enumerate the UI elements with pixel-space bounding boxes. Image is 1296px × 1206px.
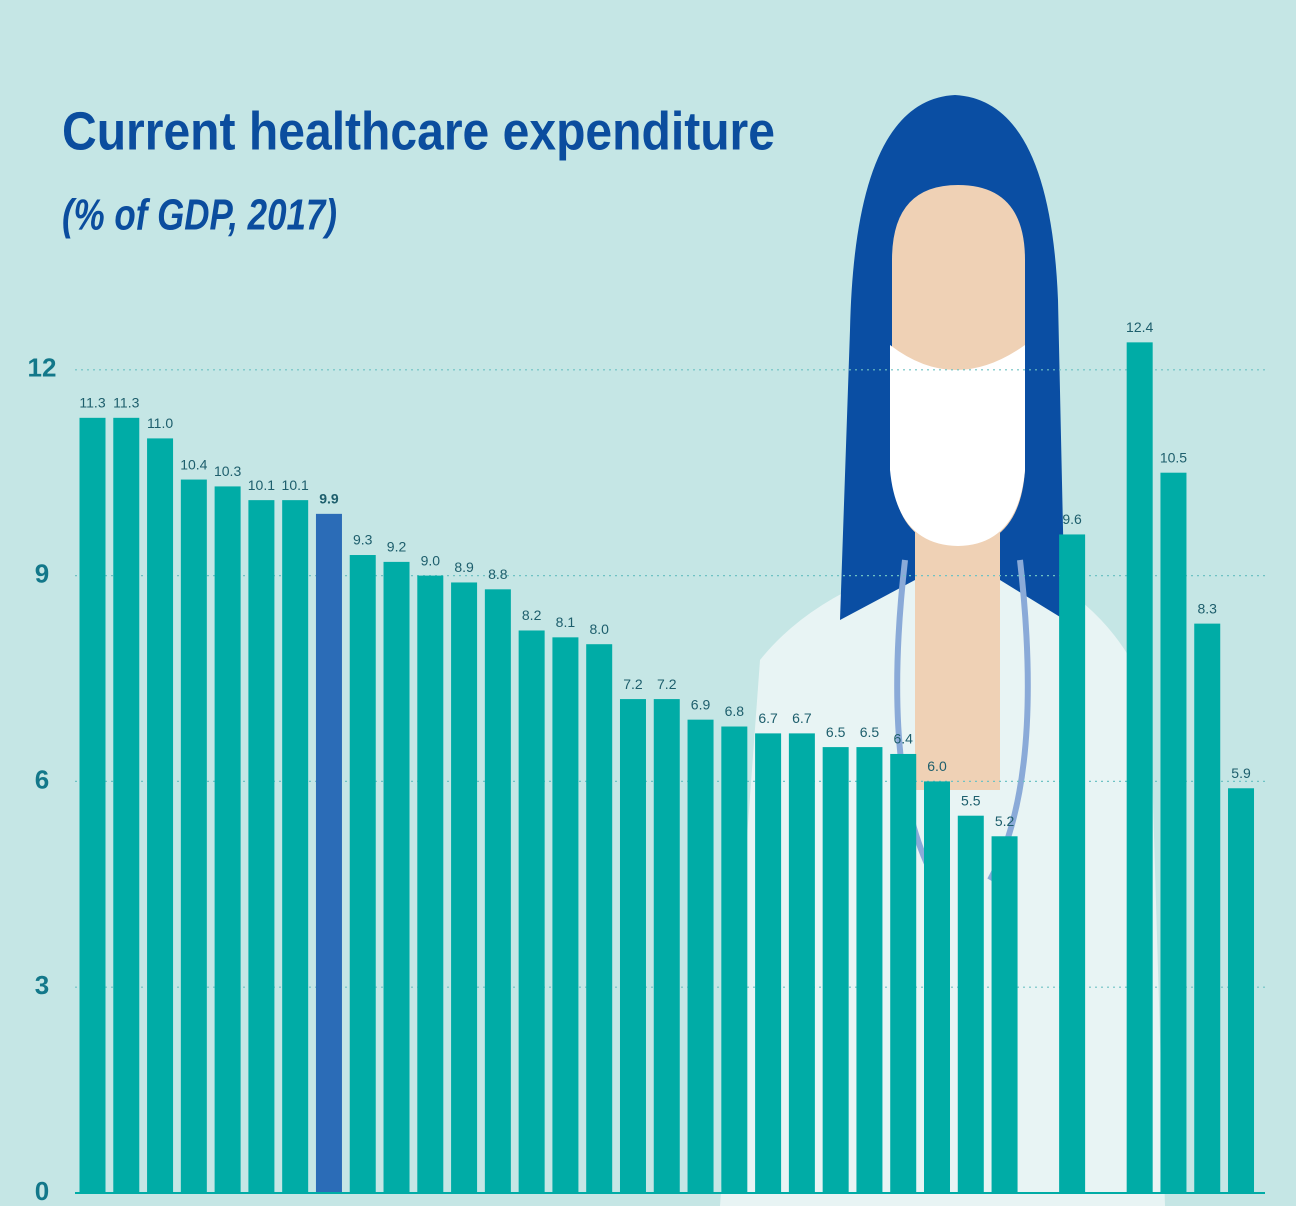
bar [552, 637, 579, 1193]
y-tick-label: 12 [28, 353, 57, 383]
bar [822, 747, 849, 1193]
bar [1160, 472, 1187, 1193]
value-label: 10.3 [214, 463, 241, 479]
bar [451, 582, 478, 1193]
neck [915, 500, 1000, 790]
bar [755, 733, 782, 1193]
bar [180, 479, 207, 1193]
bar [79, 417, 106, 1193]
bar [991, 836, 1018, 1193]
bar [890, 753, 917, 1193]
bar [721, 726, 748, 1193]
bar [957, 815, 984, 1193]
bar [282, 500, 309, 1193]
value-label: 11.3 [113, 395, 139, 411]
value-label: 10.1 [248, 477, 275, 493]
bar [484, 589, 511, 1193]
value-label: 6.8 [725, 703, 745, 719]
bar [349, 555, 376, 1193]
bar [1228, 788, 1255, 1193]
y-tick-label: 3 [35, 970, 49, 1000]
value-label: 6.7 [758, 710, 778, 726]
value-label: 10.4 [180, 456, 207, 472]
value-label: 9.6 [1062, 511, 1082, 527]
value-label: 5.9 [1231, 765, 1251, 781]
value-label: 8.1 [556, 614, 576, 630]
bar [586, 644, 613, 1193]
value-label: 6.5 [826, 724, 846, 740]
value-label: 10.5 [1160, 449, 1187, 465]
value-label: 6.4 [893, 731, 913, 747]
value-label: 5.2 [995, 813, 1015, 829]
bar [1126, 342, 1153, 1193]
bar [248, 500, 275, 1193]
mask [890, 345, 1025, 546]
value-label: 11.0 [147, 415, 173, 431]
value-label: 10.1 [282, 477, 309, 493]
bar [687, 719, 714, 1193]
value-label: 12.4 [1126, 319, 1153, 335]
bar [147, 438, 174, 1193]
value-label: 11.3 [79, 395, 105, 411]
bar [214, 486, 241, 1193]
value-label: 9.0 [421, 552, 441, 568]
chart-subtitle: (% of GDP, 2017) [62, 191, 337, 240]
bar [518, 630, 545, 1193]
value-label: 8.2 [522, 607, 542, 623]
value-label: 9.3 [353, 532, 373, 548]
bar [315, 513, 342, 1193]
bar [788, 733, 815, 1193]
value-label: 7.2 [657, 676, 677, 692]
value-label: 5.5 [961, 792, 981, 808]
value-label: 9.2 [387, 539, 407, 555]
value-label: 8.0 [589, 621, 609, 637]
y-tick-label: 0 [35, 1176, 49, 1206]
bar [113, 417, 140, 1193]
value-label: 8.9 [454, 559, 474, 575]
value-label: 8.8 [488, 566, 508, 582]
bar [383, 561, 410, 1193]
value-label: 7.2 [623, 676, 643, 692]
value-label: 6.7 [792, 710, 812, 726]
value-label: 6.0 [927, 758, 947, 774]
y-tick-label: 9 [35, 558, 49, 588]
bar [856, 747, 883, 1193]
value-label: 9.9 [319, 491, 339, 507]
bar [924, 781, 950, 1193]
bar [619, 699, 646, 1193]
chart-title: Current healthcare expenditure [62, 101, 775, 161]
value-label: 6.5 [860, 724, 880, 740]
bar [1194, 623, 1221, 1193]
bar [653, 699, 680, 1193]
value-label: 6.9 [691, 696, 711, 712]
y-tick-label: 6 [35, 764, 49, 794]
bar [417, 575, 444, 1193]
value-label: 8.3 [1198, 600, 1218, 616]
bar [1059, 534, 1086, 1193]
